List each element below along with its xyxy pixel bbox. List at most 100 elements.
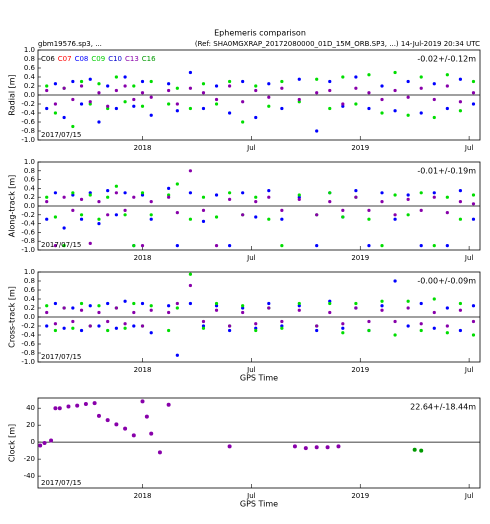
- point: [214, 301, 219, 306]
- point: [106, 319, 110, 324]
- point: [315, 213, 319, 217]
- point: [367, 73, 371, 77]
- point: [214, 304, 219, 308]
- point: [149, 217, 153, 221]
- point: [123, 326, 127, 330]
- point: [315, 244, 319, 248]
- date-note: 2017/07/15: [41, 131, 81, 139]
- point: [314, 445, 319, 450]
- point: [445, 306, 449, 310]
- point: [214, 308, 219, 312]
- y-tick-label: 0.2: [24, 193, 35, 201]
- point: [149, 213, 153, 217]
- point: [57, 406, 62, 411]
- point: [267, 306, 271, 310]
- point: [458, 100, 463, 104]
- point: [367, 244, 371, 248]
- point: [38, 443, 43, 448]
- point: [367, 91, 371, 95]
- point: [267, 104, 271, 108]
- point: [42, 441, 47, 445]
- point: [188, 301, 193, 306]
- point: [341, 104, 345, 108]
- y-tick-label: -40: [24, 472, 35, 480]
- point: [132, 195, 136, 199]
- point: [97, 217, 101, 221]
- point: [167, 88, 171, 93]
- point: [79, 308, 84, 312]
- point: [315, 91, 319, 95]
- y-tick-label: 1.0: [24, 158, 35, 166]
- point: [201, 324, 206, 328]
- point: [315, 328, 319, 333]
- point: [254, 326, 258, 330]
- point: [267, 189, 271, 193]
- y-tick-label: -20: [24, 455, 35, 463]
- point: [45, 200, 49, 204]
- point: [406, 95, 410, 99]
- y-axis-label: Along-track [m]: [8, 175, 17, 238]
- point: [341, 75, 345, 79]
- x-tick-label: 2019: [351, 144, 369, 152]
- point: [188, 191, 193, 195]
- point: [131, 433, 136, 438]
- point: [419, 328, 423, 333]
- point: [96, 413, 101, 418]
- y-tick-label: 0.0: [24, 313, 35, 321]
- point: [53, 406, 58, 411]
- point: [471, 304, 476, 308]
- point: [167, 304, 171, 308]
- point: [406, 306, 410, 310]
- y-tick-label: -0.6: [21, 340, 35, 348]
- point: [280, 217, 284, 221]
- point: [432, 191, 436, 195]
- point: [88, 241, 92, 245]
- point: [267, 217, 271, 221]
- point: [188, 217, 193, 221]
- x-tick-label: Jul: [246, 144, 256, 152]
- point: [458, 200, 463, 204]
- point: [140, 79, 145, 84]
- point: [393, 333, 397, 337]
- point: [471, 79, 476, 84]
- point: [471, 102, 476, 106]
- point: [201, 195, 206, 199]
- point: [445, 244, 449, 248]
- y-axis-label: Radial [m]: [8, 74, 17, 115]
- point: [297, 77, 301, 81]
- point: [175, 244, 179, 248]
- point: [45, 195, 49, 199]
- point: [267, 82, 271, 86]
- date-note: 2017/07/15: [41, 353, 81, 361]
- point: [123, 322, 127, 326]
- x-tick-label: 2019: [351, 366, 369, 374]
- point: [97, 304, 101, 308]
- point: [214, 102, 219, 106]
- point: [336, 444, 341, 449]
- point: [458, 217, 463, 221]
- point: [419, 111, 423, 115]
- point: [228, 79, 232, 84]
- point: [88, 102, 92, 106]
- point: [114, 326, 118, 330]
- point: [97, 82, 101, 86]
- point: [71, 79, 75, 84]
- point: [149, 308, 153, 312]
- point: [432, 115, 436, 120]
- point: [254, 200, 258, 204]
- point: [328, 200, 332, 204]
- point: [393, 217, 397, 221]
- point: [445, 211, 449, 215]
- point: [228, 197, 232, 201]
- point: [315, 129, 319, 133]
- point: [341, 215, 345, 219]
- point: [432, 244, 436, 248]
- point: [393, 193, 397, 197]
- y-tick-label: 0.8: [24, 167, 35, 175]
- point: [175, 306, 179, 310]
- point: [45, 106, 49, 111]
- point: [157, 450, 162, 455]
- point: [88, 324, 92, 328]
- point: [341, 331, 345, 335]
- point: [254, 328, 258, 333]
